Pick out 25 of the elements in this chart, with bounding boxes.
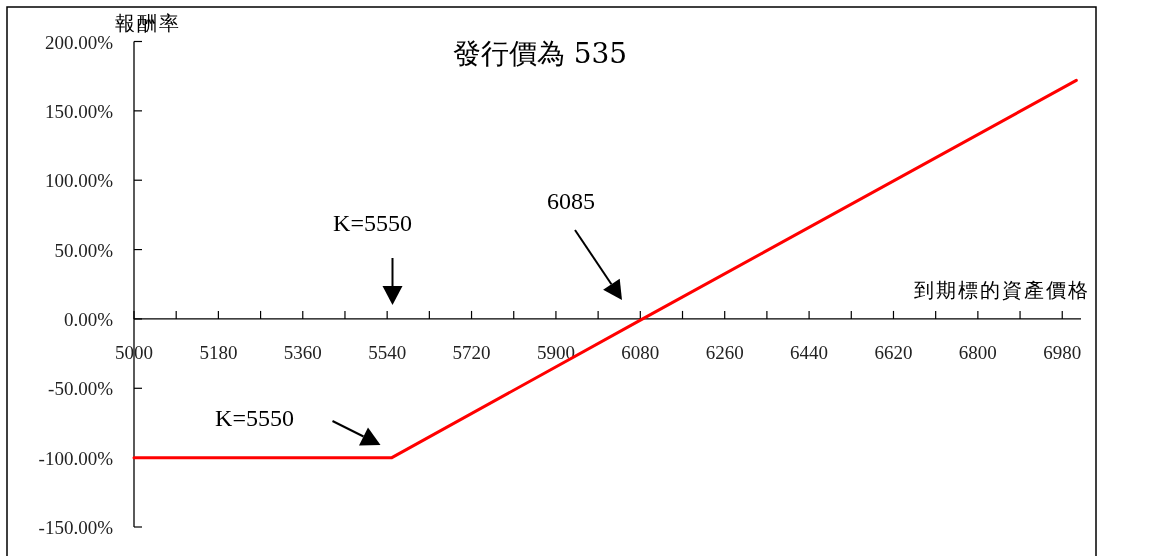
x-tick-label: 6800	[958, 341, 997, 363]
y-tick-label: -150.00%	[38, 517, 114, 538]
x-tick-label: 5900	[536, 341, 575, 363]
annotation: K=5550	[333, 210, 412, 236]
y-tick-label: -50.00%	[48, 378, 114, 400]
x-tick-label: 6620	[874, 341, 913, 363]
x-tick-label: 6440	[790, 341, 829, 363]
y-axis-title: 報酬率	[115, 11, 181, 35]
annotation: 6085	[547, 188, 595, 214]
x-tick-label: 5540	[368, 341, 407, 363]
x-axis-title: 到期標的資產價格	[914, 277, 1090, 302]
x-tick-label: 6980	[1043, 341, 1082, 363]
x-tick-label: 5360	[283, 341, 322, 363]
annotation: K=5550	[215, 405, 294, 431]
x-tick-label: 6260	[705, 341, 744, 363]
y-tick-label: 100.00%	[44, 170, 114, 192]
x-tick-label: 5180	[199, 341, 238, 363]
y-tick-label: 50.00%	[54, 239, 114, 261]
y-tick-label: 200.00%	[44, 31, 114, 53]
y-tick-label: -100.00%	[38, 447, 114, 469]
y-tick-label: 150.00%	[44, 100, 114, 122]
chart-title: 發行價為 535	[452, 37, 628, 70]
y-tick-label: 0.00%	[63, 308, 114, 330]
x-tick-label: 5720	[452, 341, 491, 363]
x-tick-label: 6080	[621, 341, 660, 363]
